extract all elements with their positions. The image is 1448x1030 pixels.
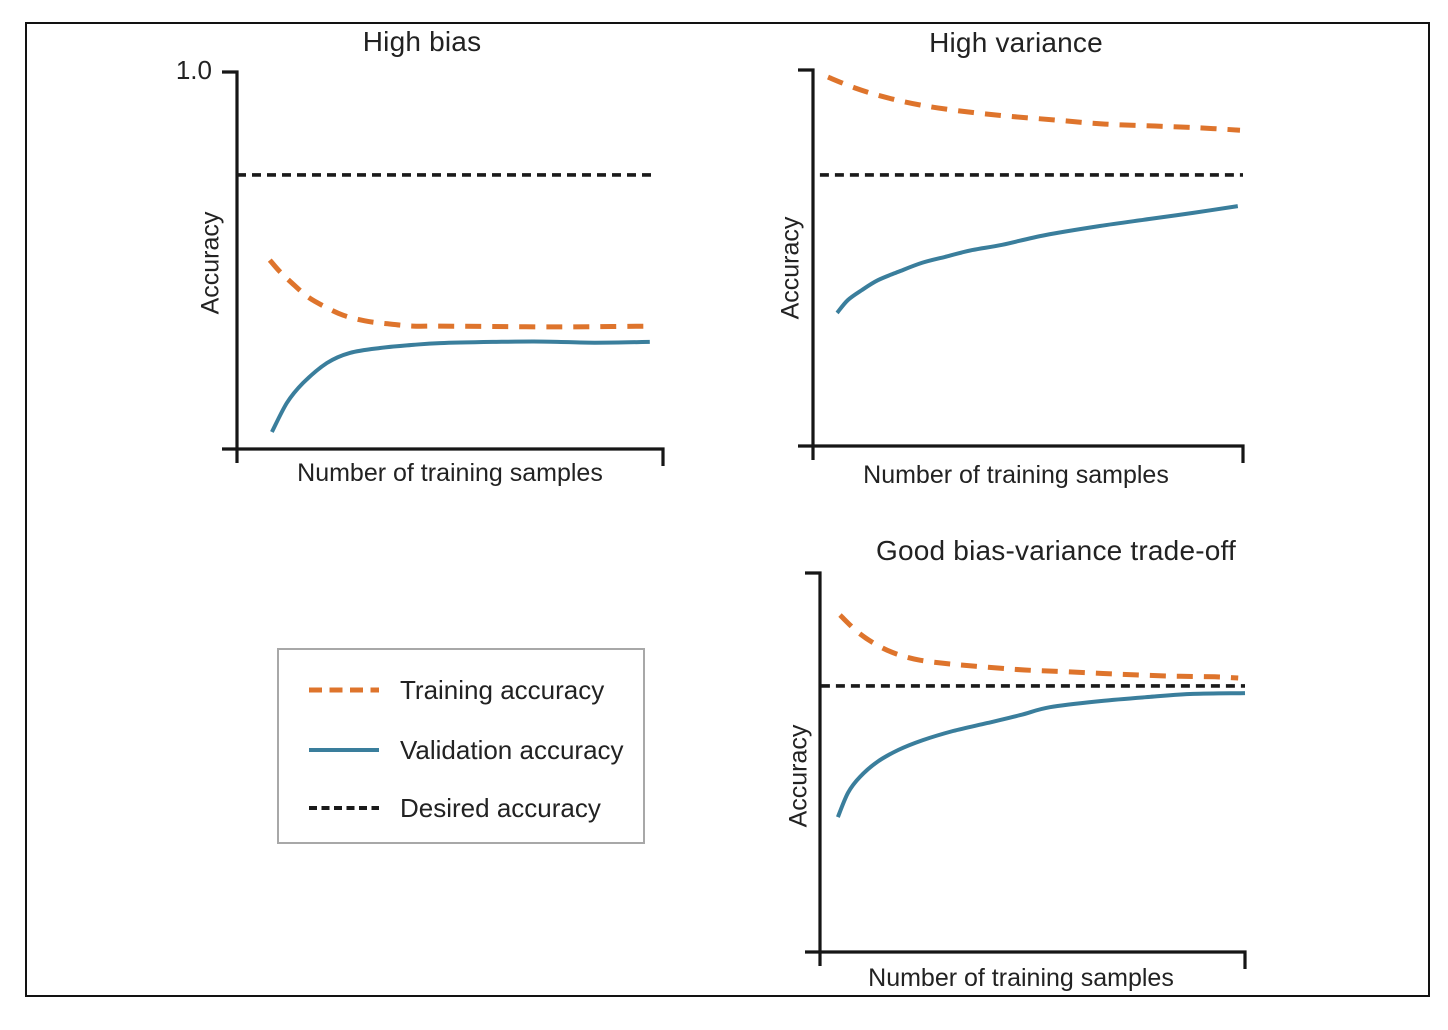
chart-title-high-bias: High bias <box>362 26 482 57</box>
high-variance-training-curve <box>827 74 1241 133</box>
desired-line-sample-icon <box>309 806 379 810</box>
chart-title-high-variance: High variance <box>929 27 1103 58</box>
training-line-sample-icon <box>309 687 379 693</box>
good-tradeoff-validation-curve <box>836 691 1246 818</box>
ytick-1.0-label: 1.0 <box>175 55 212 85</box>
y-axis-label-high-bias: Accuracy <box>196 211 225 315</box>
x-axis-label-high-variance: Number of training samples <box>863 461 1169 489</box>
good-tradeoff-axes <box>805 571 1247 969</box>
legend-item-desired: Desired accuracy <box>308 792 601 823</box>
chart-title-good-tradeoff: Good bias-variance trade-off <box>876 535 1236 566</box>
high-bias-training-curve <box>267 258 652 330</box>
legend-label-training: Training accuracy <box>400 674 605 705</box>
y-axis-label-good-tradeoff: Accuracy <box>784 724 813 828</box>
legend-label-validation: Validation accuracy <box>400 734 624 765</box>
legend-item-validation: Validation accuracy <box>308 734 624 765</box>
high-bias-axes <box>222 70 665 466</box>
figure-frame <box>25 22 1430 997</box>
legend-box: Training accuracy Validation accuracy De… <box>277 648 645 844</box>
good-tradeoff-training-curve <box>838 613 1239 681</box>
y-axis-label-high-variance: Accuracy <box>776 216 805 320</box>
validation-line-sample-icon <box>309 748 379 752</box>
x-axis-label-good-tradeoff: Number of training samples <box>868 964 1174 992</box>
x-axis-label-high-bias: Number of training samples <box>297 459 603 487</box>
high-variance-axes <box>798 68 1245 463</box>
high-bias-validation-curve <box>270 339 650 433</box>
legend-label-desired: Desired accuracy <box>400 792 601 823</box>
legend-item-training: Training accuracy <box>308 674 605 705</box>
high-variance-validation-curve <box>835 204 1239 315</box>
